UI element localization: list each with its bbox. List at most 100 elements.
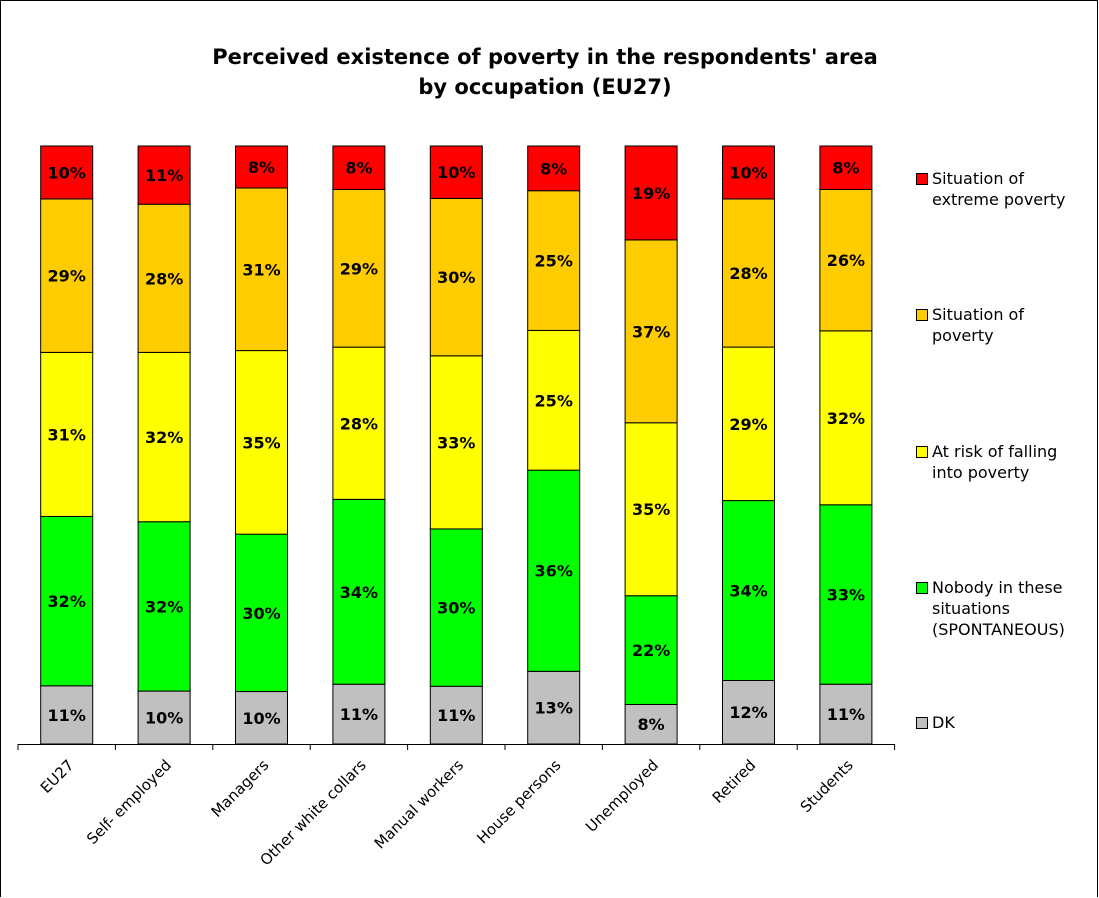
bar-segment-manual-workers-at-risk-of-falling-into-poverty (429, 355, 483, 530)
data-label-unemployed-situation-of-extreme-poverty: 19% (632, 184, 670, 203)
bar-segment-eu27-nobody-in-these-situations-spontaneous (40, 515, 94, 687)
bar-segment-other-white-collars-dk (332, 683, 386, 745)
chart-title-line-2: by occupation (EU27) (418, 75, 672, 99)
bar-segment-other-white-collars-situation-of-extreme-poverty (332, 145, 386, 190)
x-tick-label-unemployed: Unemployed (582, 756, 662, 836)
legend-item-nobody: Nobody in these situations (SPONTANEOUS) (916, 577, 1065, 640)
data-label-self-employed-dk: 10% (145, 709, 183, 728)
legend-swatch-nobody (916, 582, 928, 594)
data-label-managers-nobody-in-these-situations-spontaneous: 30% (242, 604, 280, 623)
legend-item-at-risk: At risk of falling into poverty (916, 441, 1057, 483)
data-label-students-nobody-in-these-situations-spontaneous: 33% (827, 586, 865, 605)
bar-segment-self-employed-situation-of-extreme-poverty (137, 145, 191, 205)
legend-label-extreme-poverty: Situation of extreme poverty (932, 169, 1066, 209)
bar-segment-unemployed-situation-of-extreme-poverty (624, 145, 678, 241)
data-label-managers-situation-of-poverty: 31% (242, 260, 280, 279)
legend-label-dk: DK (932, 713, 955, 732)
bar-segment-house-persons-at-risk-of-falling-into-poverty (527, 329, 581, 471)
legend-swatch-extreme-poverty (916, 173, 928, 185)
data-label-retired-dk: 12% (729, 703, 767, 722)
legend-label-poverty: Situation of poverty (932, 305, 1024, 345)
x-tick-label-retired: Retired (709, 756, 760, 807)
x-tick-label-managers: Managers (208, 756, 273, 821)
bar-segment-retired-at-risk-of-falling-into-poverty (722, 346, 775, 502)
data-label-manual-workers-nobody-in-these-situations-spontaneous: 30% (437, 599, 475, 618)
bar-segment-managers-situation-of-extreme-poverty (235, 145, 288, 189)
data-label-retired-at-risk-of-falling-into-poverty: 29% (729, 415, 767, 434)
legend-swatch-poverty (916, 309, 928, 321)
data-label-students-situation-of-poverty: 26% (827, 251, 865, 270)
data-label-manual-workers-situation-of-poverty: 30% (437, 268, 475, 287)
bar-segment-eu27-situation-of-extreme-poverty (40, 145, 94, 200)
data-label-house-persons-nobody-in-these-situations-spontaneous: 36% (535, 562, 573, 581)
data-label-manual-workers-situation-of-extreme-poverty: 10% (437, 163, 475, 182)
data-label-self-employed-nobody-in-these-situations-spontaneous: 32% (145, 597, 183, 616)
bar-segment-unemployed-at-risk-of-falling-into-poverty (624, 422, 678, 597)
bar-segment-students-nobody-in-these-situations-spontaneous (819, 504, 873, 685)
bar-segment-unemployed-nobody-in-these-situations-spontaneous (624, 595, 678, 705)
data-label-other-white-collars-situation-of-extreme-poverty: 8% (345, 159, 372, 178)
x-tick-label-eu27: EU27 (37, 756, 78, 797)
chart-title: Perceived existence of poverty in the re… (0, 42, 1090, 102)
data-label-students-at-risk-of-falling-into-poverty: 32% (827, 409, 865, 428)
data-label-eu27-at-risk-of-falling-into-poverty: 31% (48, 425, 86, 444)
chart-title-line-1: Perceived existence of poverty in the re… (212, 45, 878, 69)
legend-item-extreme-poverty: Situation of extreme poverty (916, 168, 1065, 210)
data-label-house-persons-dk: 13% (535, 699, 573, 718)
data-label-other-white-collars-nobody-in-these-situations-spontaneous: 34% (340, 583, 378, 602)
data-label-retired-situation-of-poverty: 28% (729, 264, 767, 283)
data-label-house-persons-situation-of-extreme-poverty: 8% (540, 159, 567, 178)
data-label-managers-dk: 10% (242, 709, 280, 728)
bar-segment-other-white-collars-situation-of-poverty (332, 188, 386, 348)
data-label-manual-workers-at-risk-of-falling-into-poverty: 33% (437, 433, 475, 452)
bar-segment-students-situation-of-poverty (819, 188, 873, 332)
x-tick-label-manual-workers: Manual workers (371, 756, 467, 852)
bar-segment-other-white-collars-at-risk-of-falling-into-poverty (332, 346, 386, 500)
data-label-students-dk: 11% (827, 705, 865, 724)
legend-item-poverty: Situation of poverty (916, 304, 1024, 346)
data-label-eu27-dk: 11% (48, 706, 86, 725)
data-label-retired-situation-of-extreme-poverty: 10% (729, 163, 767, 182)
data-label-unemployed-dk: 8% (638, 715, 665, 734)
data-label-eu27-nobody-in-these-situations-spontaneous: 32% (48, 592, 86, 611)
legend-swatch-dk (916, 717, 928, 729)
data-label-self-employed-situation-of-poverty: 28% (145, 269, 183, 288)
bar-segment-self-employed-situation-of-poverty (137, 203, 191, 353)
data-label-manual-workers-dk: 11% (437, 706, 475, 725)
bar-segment-house-persons-nobody-in-these-situations-spontaneous (527, 469, 581, 672)
x-tick-label-self-employed: Self- employed (83, 756, 175, 848)
bar-segment-self-employed-at-risk-of-falling-into-poverty (137, 351, 191, 523)
bar-segment-managers-dk (235, 691, 288, 745)
data-label-unemployed-nobody-in-these-situations-spontaneous: 22% (632, 641, 670, 660)
data-label-eu27-situation-of-extreme-poverty: 10% (48, 163, 86, 182)
bar-segment-manual-workers-situation-of-extreme-poverty (429, 145, 483, 199)
bar-segment-manual-workers-situation-of-poverty (429, 197, 483, 357)
data-label-house-persons-at-risk-of-falling-into-poverty: 25% (535, 391, 573, 410)
data-label-house-persons-situation-of-poverty: 25% (535, 252, 573, 271)
data-label-managers-situation-of-extreme-poverty: 8% (248, 158, 275, 177)
bar-segment-house-persons-situation-of-poverty (527, 190, 581, 331)
data-label-self-employed-at-risk-of-falling-into-poverty: 32% (145, 428, 183, 447)
x-tick-label-other-white-collars: Other white collars (257, 756, 370, 869)
bar-segment-house-persons-situation-of-extreme-poverty (527, 145, 581, 192)
data-label-unemployed-at-risk-of-falling-into-poverty: 35% (632, 500, 670, 519)
bar-segment-retired-nobody-in-these-situations-spontaneous (722, 500, 775, 681)
bar-segment-retired-dk (722, 679, 775, 745)
data-label-unemployed-situation-of-poverty: 37% (632, 322, 670, 341)
x-tick-label-house-persons: House persons (473, 756, 564, 847)
bar-segment-students-situation-of-extreme-poverty (819, 145, 873, 190)
data-label-managers-at-risk-of-falling-into-poverty: 35% (242, 433, 280, 452)
x-tick-label-students: Students (797, 756, 857, 816)
bar-segment-managers-situation-of-poverty (235, 187, 288, 352)
data-label-self-employed-situation-of-extreme-poverty: 11% (145, 166, 183, 185)
bar-segment-manual-workers-dk (429, 685, 483, 745)
data-label-other-white-collars-situation-of-poverty: 29% (340, 259, 378, 278)
bar-segment-other-white-collars-nobody-in-these-situations-spontaneous (332, 498, 386, 685)
legend-item-dk: DK (916, 712, 955, 733)
data-label-retired-nobody-in-these-situations-spontaneous: 34% (729, 582, 767, 601)
legend-label-at-risk: At risk of falling into poverty (932, 442, 1058, 482)
data-label-other-white-collars-dk: 11% (340, 705, 378, 724)
bar-segment-manual-workers-nobody-in-these-situations-spontaneous (429, 528, 483, 687)
